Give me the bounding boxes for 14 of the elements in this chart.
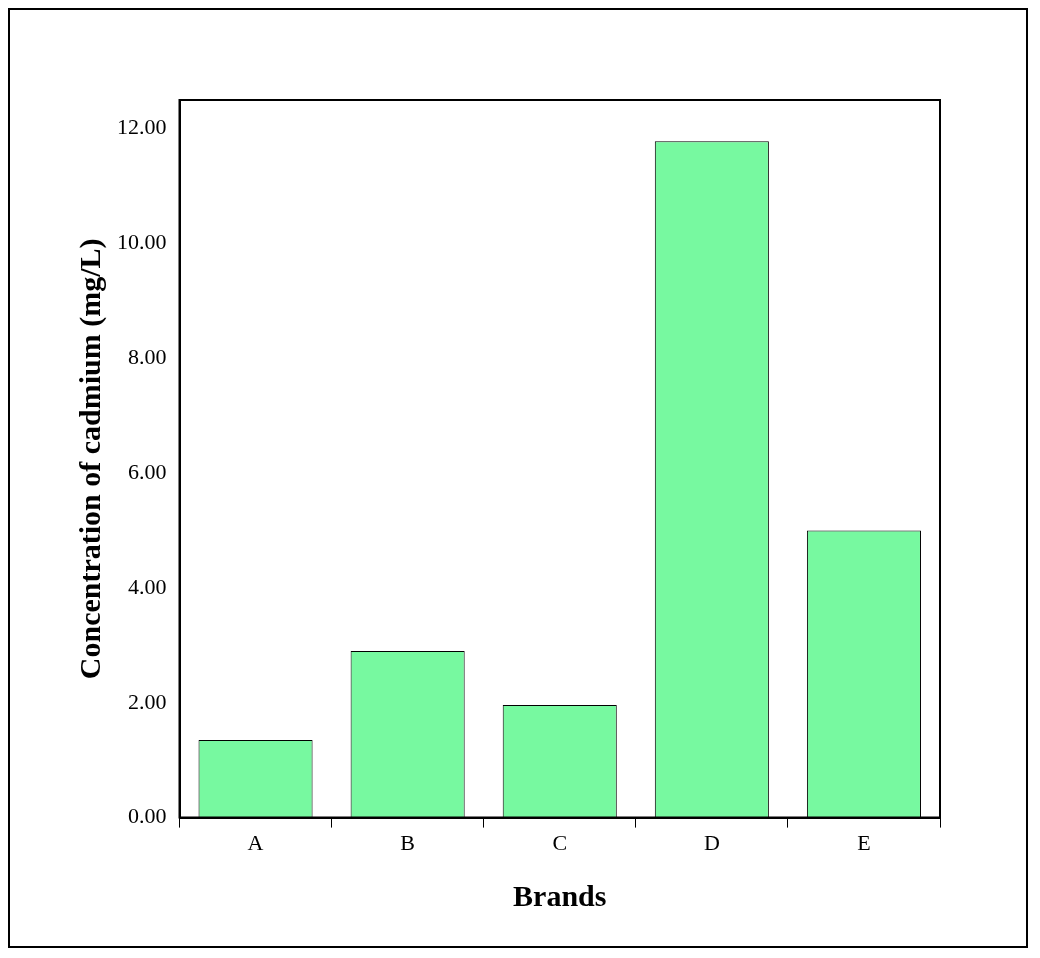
y-tick-label: 0.00 [128,803,167,829]
x-tick-label: D [703,829,720,855]
y-tick-label: 2.00 [128,688,167,714]
x-tick-label: E [857,829,871,855]
x-axis-title: Brands [513,878,607,912]
x-tick-label: B [400,829,415,855]
x-tick-label: C [552,829,568,855]
y-tick-label: 12.00 [117,114,167,140]
y-tick-label: 4.00 [128,573,167,599]
y-axis-title: Concentration of cadmium (mg/L) [72,238,107,680]
x-tick-label: A [247,829,264,855]
y-tick-label: 10.00 [117,229,167,255]
y-tick-label: 6.00 [128,458,167,484]
y-tick-label: 8.00 [128,344,167,370]
